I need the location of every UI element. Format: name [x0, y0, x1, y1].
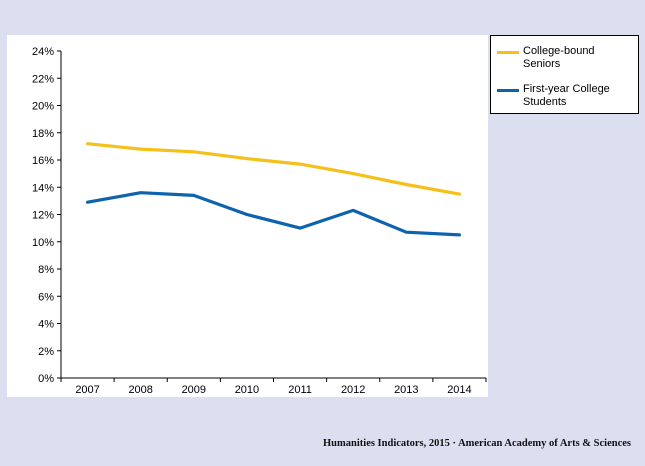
legend-label-first-year-college-students: First-year College Students [523, 83, 610, 108]
series-1-point [351, 172, 355, 175]
source-credit: Humanities Indicators, 2015 · American A… [323, 438, 631, 449]
series-2-point [86, 201, 89, 204]
x-tick-label: 2009 [182, 384, 206, 396]
y-tick-label: 18% [32, 128, 54, 140]
legend-swatch-college-bound-seniors [497, 51, 519, 54]
y-tick-label: 22% [32, 73, 54, 85]
series-line-1 [85, 142, 461, 196]
y-tick-label: 16% [32, 155, 54, 167]
series-2-point [351, 209, 355, 212]
series-2-point [245, 213, 249, 216]
series-1-point [458, 192, 461, 196]
legend-item-college-bound-seniors: College-bound Seniors [497, 45, 633, 71]
legend-label-college-bound-seniors: College-bound Seniors [523, 45, 595, 70]
y-tick-label: 6% [38, 291, 54, 303]
series-2-point [298, 226, 302, 230]
legend-item-first-year-college-students: First-year College Students [497, 83, 633, 109]
y-tick-label: 2% [38, 346, 54, 358]
series-line-2 [85, 191, 461, 237]
series-1-point [245, 157, 249, 160]
x-tick-label: 2014 [447, 384, 471, 396]
series-1-point [192, 150, 196, 154]
x-tick-label: 2013 [394, 384, 418, 396]
legend: College-bound Seniors First-year College… [490, 35, 639, 114]
y-tick-label: 20% [32, 101, 54, 113]
x-tick-label: 2012 [341, 384, 365, 396]
chart-area: 0% 2% 4% 6% 8% 10% 12% 14% 16% 18% 20% 22% 24% 2007 20… [7, 35, 488, 397]
y-tick-label: 8% [38, 264, 54, 276]
series-1-point [86, 142, 89, 145]
legend-swatch-first-year-college-students [497, 89, 519, 92]
x-tick-label: 2008 [128, 384, 152, 396]
y-tick-label: 0% [38, 373, 54, 385]
y-tick-label: 4% [38, 319, 54, 331]
series-2-point [192, 194, 196, 197]
series-2-point [139, 191, 142, 194]
y-tick-label: 24% [32, 46, 54, 58]
x-tick-label: 2010 [235, 384, 259, 396]
series-2-point [405, 231, 408, 234]
y-tick-label: 10% [32, 237, 54, 249]
x-tick-label: 2011 [288, 384, 312, 396]
x-tick-label: 2007 [75, 384, 99, 396]
y-tick-label: 12% [32, 210, 54, 222]
series-1-point [405, 183, 408, 186]
line-chart: 0% 2% 4% 6% 8% 10% 12% 14% 16% 18% 20% 22% 24% 2007 20… [32, 46, 487, 396]
series-1-point [298, 162, 302, 166]
y-tick-label: 14% [32, 182, 54, 194]
series-1-point [139, 147, 142, 151]
series-2-point [458, 233, 461, 237]
